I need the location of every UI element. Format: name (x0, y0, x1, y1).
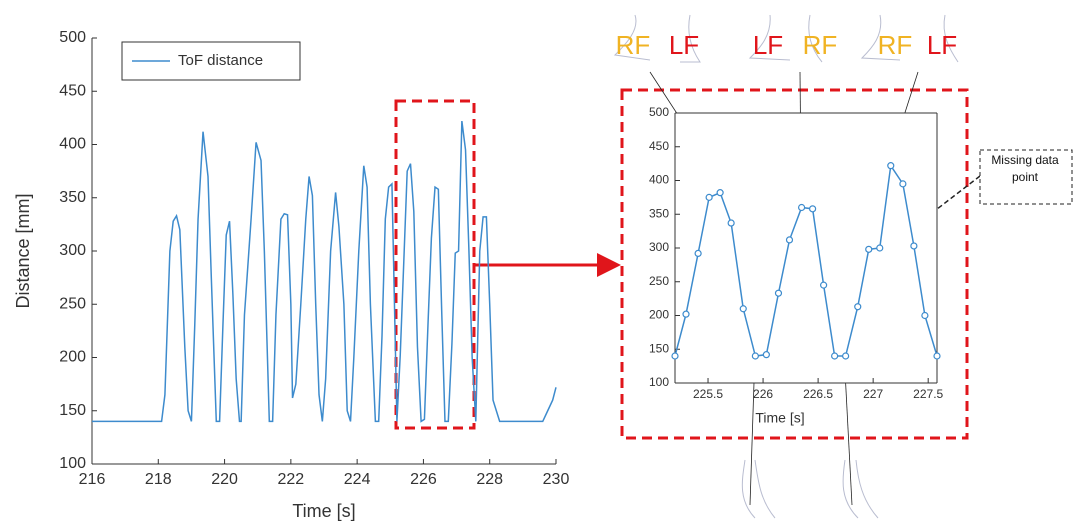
note-box (979, 149, 1073, 205)
y-tick-label: 100 (59, 455, 86, 472)
data-point (785, 236, 794, 244)
legend-label: ToF distance (178, 52, 263, 69)
data-point (682, 310, 690, 318)
y-tick-label: 500 (59, 29, 86, 46)
x-tick-label: 225.5 (693, 387, 723, 401)
plot-bg (675, 113, 937, 383)
data-point (910, 242, 918, 250)
y-tick-label: 150 (649, 341, 669, 355)
x-tick-label: 216 (79, 471, 106, 488)
feet-icons (613, 14, 959, 519)
x-tick-label: 220 (211, 471, 238, 488)
data-point (671, 352, 679, 360)
x-axis-label: Time [s] (292, 501, 355, 521)
y-tick-label: 300 (649, 240, 669, 254)
data-point (809, 205, 817, 213)
y-tick-label: 200 (649, 308, 669, 322)
data-point (797, 203, 806, 212)
x-tick-label: 218 (145, 471, 172, 488)
x-tick-label: 227.5 (913, 387, 943, 401)
data-point (716, 189, 724, 197)
data-point (739, 305, 747, 313)
x-tick-label: 226 (753, 387, 773, 401)
gait-label: RF (616, 30, 651, 60)
y-tick-label: 400 (649, 173, 669, 187)
gait-label: RF (878, 30, 913, 60)
data-point (694, 249, 702, 257)
y-tick-label: 250 (59, 295, 86, 312)
x-tick-label: 227 (863, 387, 883, 401)
data-point (854, 303, 862, 311)
data-point (762, 351, 770, 359)
data-point (876, 244, 884, 252)
x-axis-label: Time [s] (755, 410, 804, 426)
data-point (899, 180, 907, 188)
gait-label: LF (927, 30, 957, 60)
data-point (921, 311, 929, 320)
data-point (705, 193, 713, 201)
data-point (727, 219, 735, 227)
y-tick-label: 450 (59, 82, 86, 99)
data-point (933, 352, 941, 360)
y-tick-label: 450 (649, 139, 669, 153)
y-tick-label: 100 (649, 375, 669, 389)
gait-label: LF (669, 30, 699, 60)
y-tick-label: 400 (59, 136, 86, 153)
y-tick-label: 250 (649, 274, 669, 288)
data-point (887, 162, 895, 170)
gait-label: RF (803, 30, 838, 60)
note: Missing data point (991, 153, 1059, 184)
y-tick-label: 500 (649, 105, 669, 119)
x-tick-label: 226 (410, 471, 437, 488)
zoom-panel-box (620, 88, 969, 440)
data-point (820, 281, 828, 289)
data-line (92, 120, 557, 423)
data-point (751, 352, 759, 360)
x-tick-label: 226.5 (803, 387, 833, 401)
y-tick-label: 350 (649, 206, 669, 220)
data-point (865, 245, 873, 253)
x-tick-label: 222 (278, 471, 305, 488)
x-tick-label: 228 (476, 471, 503, 488)
x-tick-label: 224 (344, 471, 371, 488)
y-tick-label: 350 (59, 189, 86, 206)
gait-label: LF (753, 30, 783, 60)
data-point (842, 352, 850, 360)
y-tick-label: 300 (59, 242, 86, 259)
y-tick-label: 150 (59, 402, 86, 419)
data-point (831, 352, 839, 360)
x-tick-label: 230 (543, 471, 570, 488)
data-point (774, 289, 783, 297)
y-tick-label: 200 (59, 349, 86, 366)
zoom-box (394, 99, 476, 430)
y-axis-label: Distance [mm] (13, 193, 33, 308)
